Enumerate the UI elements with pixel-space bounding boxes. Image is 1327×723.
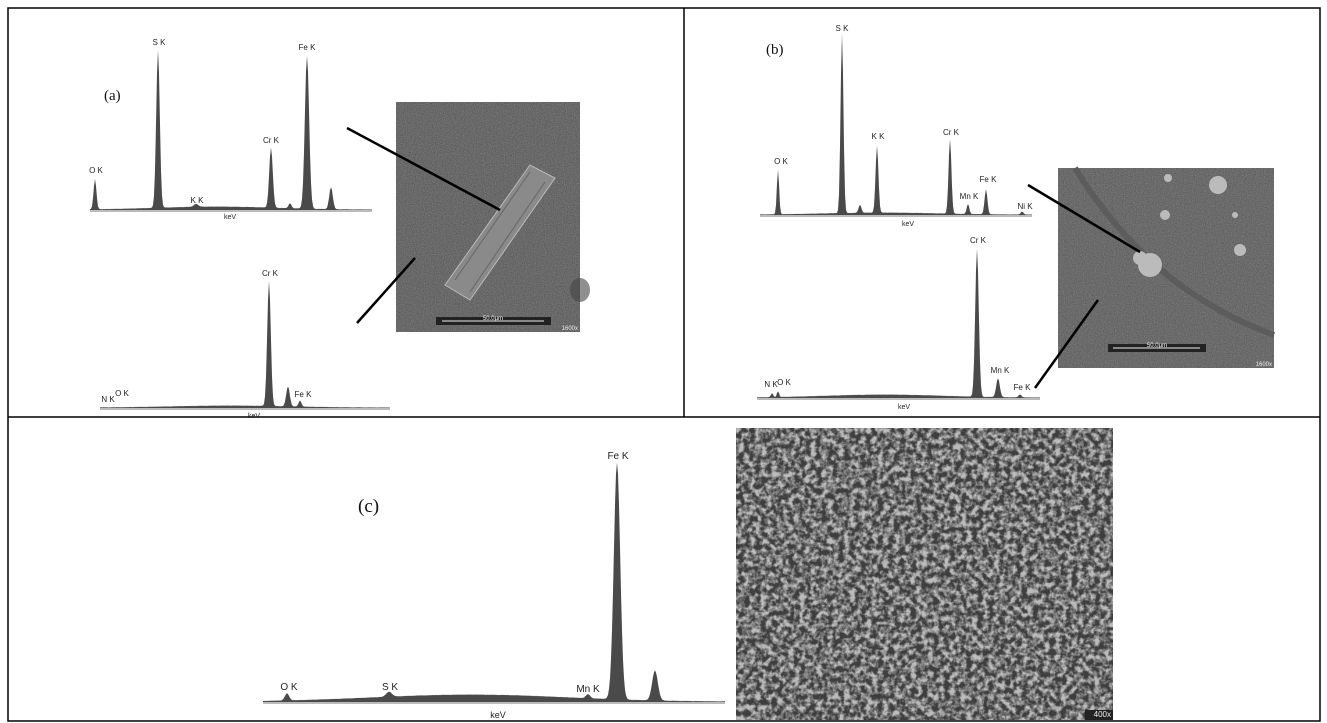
peak-label: O K <box>774 157 788 166</box>
peak-label: Mn K <box>576 684 600 695</box>
peak-label: S K <box>153 38 167 47</box>
magnification: 1600x <box>562 326 578 332</box>
peak-label: N K <box>764 380 778 389</box>
peak-label: K K <box>872 132 886 141</box>
pointer <box>346 126 501 212</box>
scale-bar: 50.0µm <box>483 316 503 322</box>
peak-label: Fe K <box>299 43 317 52</box>
table-border <box>7 7 1321 722</box>
peak-label: K K <box>191 196 205 205</box>
peak-label: Fe K <box>295 390 313 399</box>
axis-label: keV <box>490 710 506 720</box>
spectrum <box>90 49 372 210</box>
peak-label: Fe K <box>1014 383 1032 392</box>
peak-label: O K <box>115 389 129 398</box>
pointer <box>356 257 416 324</box>
magnification: 400x <box>1094 710 1111 719</box>
panel-label: (b) <box>766 42 784 58</box>
axis-label: keV <box>248 413 260 420</box>
axis-label: keV <box>224 214 236 221</box>
sem-image: 400x <box>736 428 1113 720</box>
peak-label: O K <box>280 682 298 693</box>
peak-label: N K <box>101 395 115 404</box>
magnification: 1600x <box>1256 362 1272 368</box>
spectrum <box>100 280 390 408</box>
axis-label: keV <box>902 221 914 228</box>
peak-label: Fe K <box>607 451 628 462</box>
peak-label: Ni K <box>1017 202 1033 211</box>
peak-label: O K <box>777 378 791 387</box>
scale-bar: 50.0µm <box>1147 343 1167 349</box>
peak-label: S K <box>382 682 398 693</box>
pointer <box>1033 299 1100 389</box>
spectrum <box>263 462 725 702</box>
peak-label: Mn K <box>991 366 1010 375</box>
peak-label: Cr K <box>943 128 960 137</box>
pointer <box>1027 183 1141 254</box>
spectrum <box>760 32 1032 216</box>
peak-label: Mn K <box>960 192 979 201</box>
peak-label: Fe K <box>980 175 998 184</box>
axis-label: keV <box>898 404 910 411</box>
peak-label: Cr K <box>970 236 987 245</box>
peak-label: Cr K <box>263 136 280 145</box>
panel-label: (c) <box>358 496 379 517</box>
sem-image: 50.0µm 1600x <box>1058 166 1276 368</box>
sem-image: 50.0µm 1600x <box>396 102 590 332</box>
peak-label: S K <box>836 24 850 33</box>
spectrum <box>757 248 1040 398</box>
peak-label: Cr K <box>262 269 279 278</box>
panel-label: (a) <box>104 88 121 104</box>
peak-label: O K <box>89 166 103 175</box>
